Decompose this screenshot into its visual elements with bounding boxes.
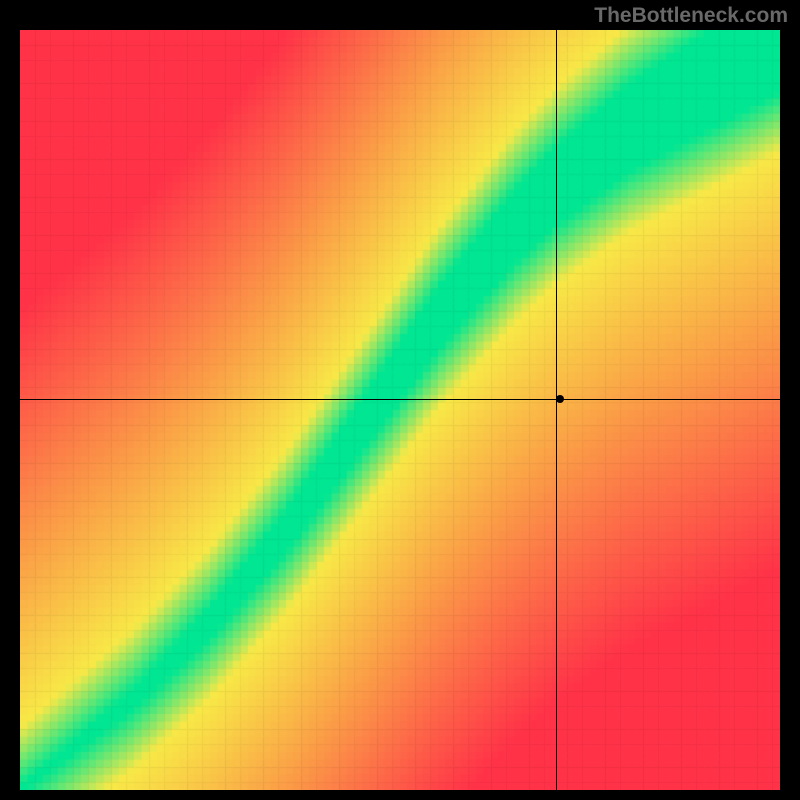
data-point-marker: [556, 395, 564, 403]
crosshair-horizontal: [20, 399, 780, 400]
chart-container: TheBottleneck.com: [0, 0, 800, 800]
crosshair-vertical: [556, 30, 557, 790]
attribution-label: TheBottleneck.com: [594, 4, 788, 28]
heatmap-plot: [20, 30, 780, 790]
heatmap-canvas: [20, 30, 780, 790]
